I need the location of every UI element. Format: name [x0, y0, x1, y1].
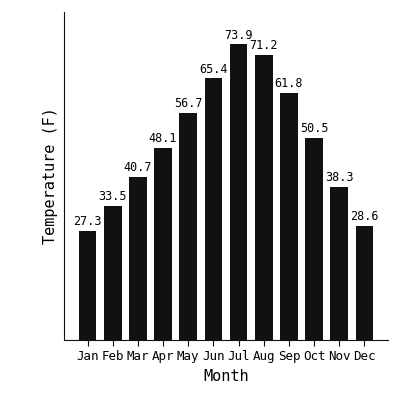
Text: 48.1: 48.1: [149, 132, 177, 145]
Text: 73.9: 73.9: [224, 28, 253, 42]
Bar: [280, 93, 298, 340]
Bar: [180, 113, 197, 340]
Text: 56.7: 56.7: [174, 97, 202, 110]
Text: 50.5: 50.5: [300, 122, 328, 135]
Bar: [154, 148, 172, 340]
Bar: [305, 138, 323, 340]
X-axis label: Month: Month: [203, 369, 249, 384]
Bar: [79, 231, 96, 340]
Text: 71.2: 71.2: [250, 39, 278, 52]
Bar: [330, 187, 348, 340]
Text: 61.8: 61.8: [275, 77, 303, 90]
Text: 40.7: 40.7: [124, 161, 152, 174]
Bar: [230, 44, 247, 340]
Bar: [129, 177, 147, 340]
Bar: [205, 78, 222, 340]
Text: 28.6: 28.6: [350, 210, 379, 223]
Bar: [356, 226, 373, 340]
Bar: [104, 206, 122, 340]
Bar: [255, 55, 272, 340]
Text: 38.3: 38.3: [325, 171, 354, 184]
Text: 65.4: 65.4: [199, 62, 228, 76]
Text: 33.5: 33.5: [98, 190, 127, 203]
Text: 27.3: 27.3: [73, 215, 102, 228]
Y-axis label: Temperature (F): Temperature (F): [44, 108, 58, 244]
